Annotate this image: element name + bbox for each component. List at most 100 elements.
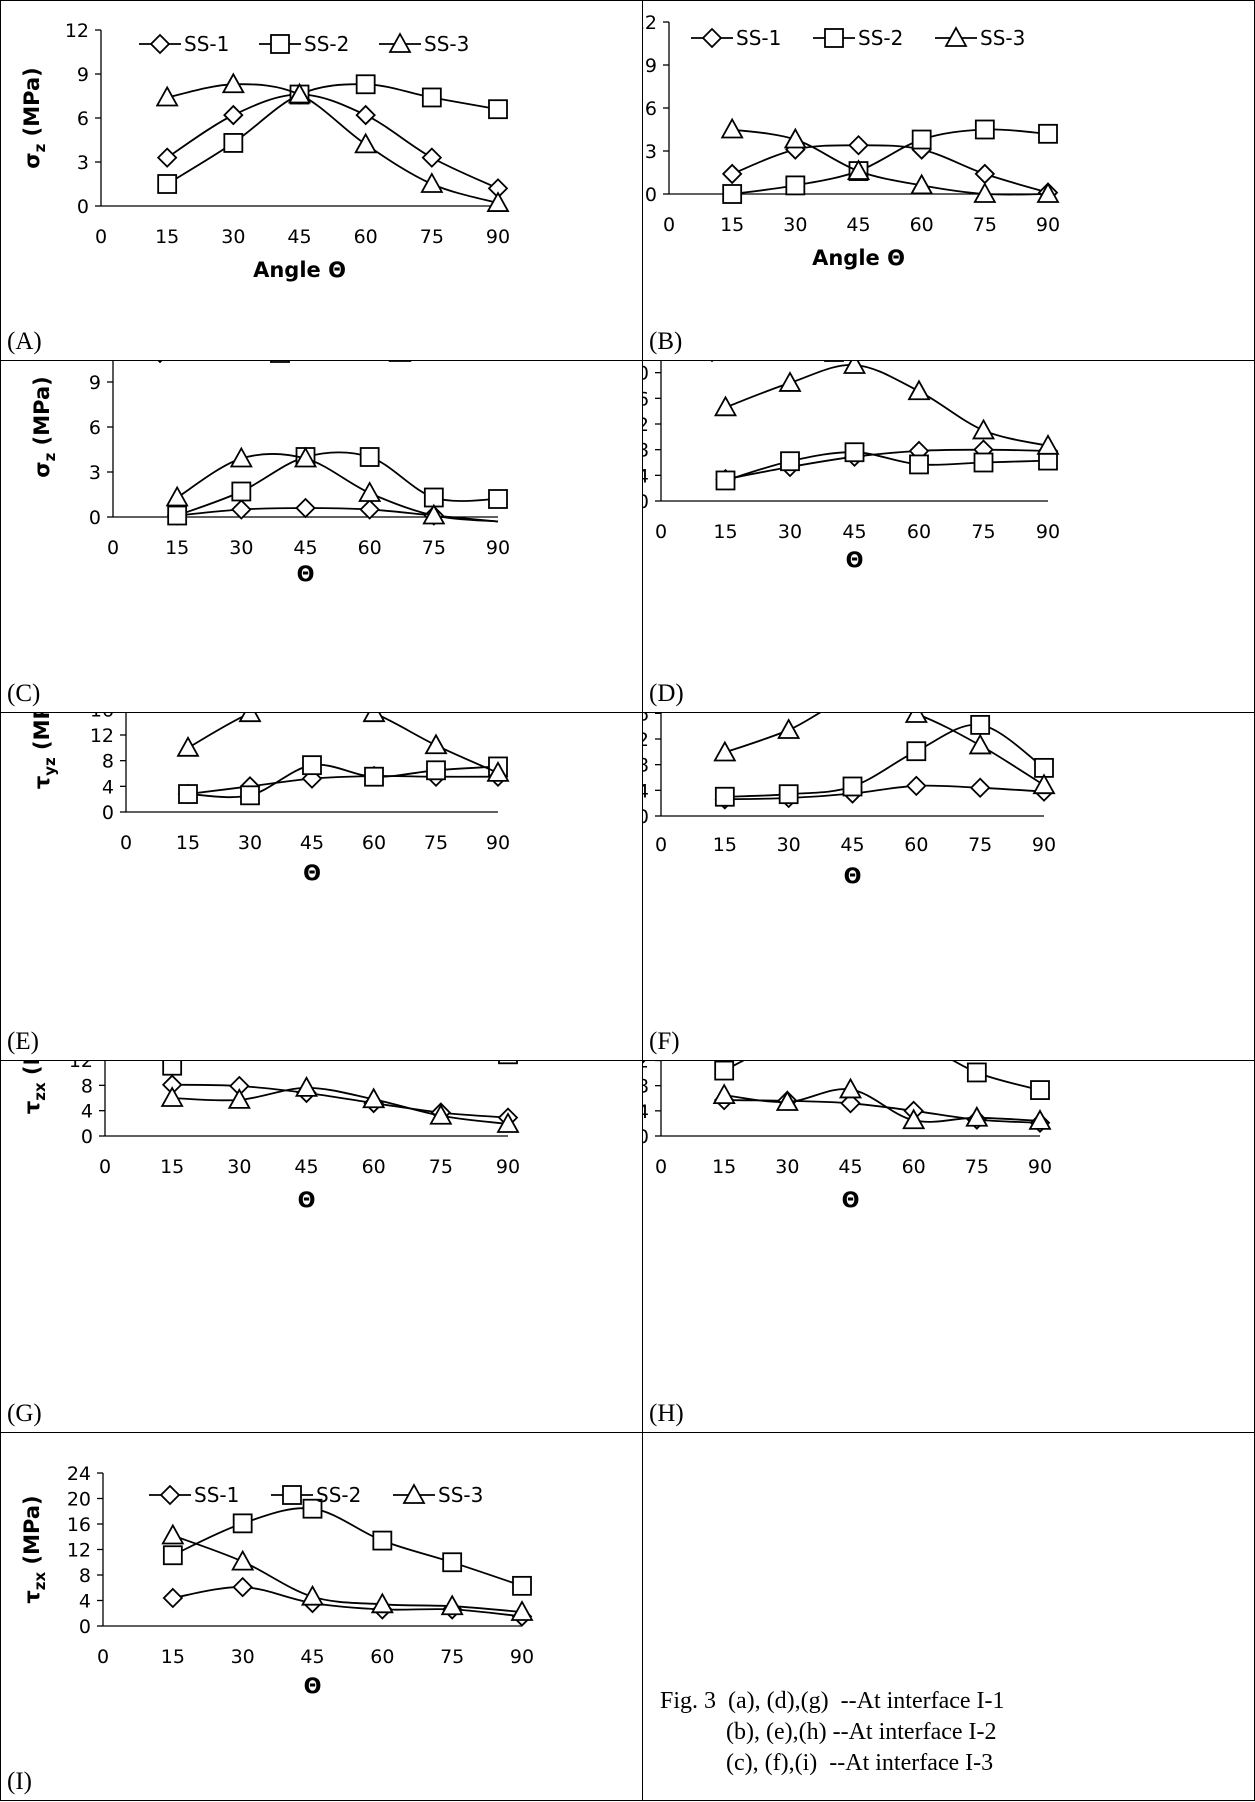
series-ss-2	[714, 714, 1054, 807]
y-tick-label: 3	[89, 462, 101, 484]
x-tick-label: 45	[842, 521, 866, 543]
legend-label: SS-1	[736, 361, 781, 364]
series-line	[724, 784, 1045, 801]
y-tick-label: 8	[102, 751, 114, 773]
x-axis-title: Θ	[844, 864, 862, 888]
x-tick-label: 15	[161, 1646, 185, 1668]
legend-item-ss-1: SS-1	[149, 1483, 239, 1507]
square-marker	[842, 776, 863, 797]
legend-label: SS-3	[980, 26, 1025, 50]
y-tick-label: 4	[643, 780, 649, 802]
square-marker	[722, 184, 743, 204]
x-tick-label: 75	[965, 1156, 989, 1178]
legend-square-marker	[282, 1485, 302, 1505]
square-marker	[240, 785, 260, 806]
triangle-marker	[783, 127, 807, 149]
square-marker	[372, 1530, 393, 1551]
x-tick-label: 30	[783, 214, 807, 236]
series-ss-3	[720, 117, 1060, 203]
square-marker	[442, 1552, 463, 1573]
legend-square-marker	[824, 28, 844, 48]
series-line	[732, 128, 1049, 195]
x-tick-label: 60	[904, 834, 928, 856]
legend-item-ss-2: SS-2	[271, 1483, 361, 1507]
series-ss-2	[714, 1061, 1050, 1100]
legend-item-ss-3: SS-3	[388, 361, 469, 365]
caption-line: (b), (e),(h) --At interface I-2	[660, 1719, 997, 1745]
diamond-marker	[232, 1576, 253, 1598]
panel-label: (C)	[7, 680, 41, 707]
legend-diamond-marker	[149, 33, 171, 55]
y-tick-label: 4	[81, 1101, 93, 1123]
square-marker	[966, 1062, 987, 1083]
x-tick-label: 60	[902, 1156, 926, 1178]
y-tick-label: 3	[645, 141, 657, 163]
series-line	[177, 507, 499, 523]
caption-line: Fig. 3 (a), (d),(g) --At interface I-1	[660, 1688, 1005, 1714]
x-tick-label: 60	[362, 1156, 386, 1178]
x-tick-label: 90	[486, 537, 510, 559]
legend-label: SS-2	[304, 32, 349, 56]
x-tick-label: 0	[107, 537, 119, 559]
x-axis-title: Angle Θ	[253, 258, 346, 282]
panel-label: (D)	[649, 680, 684, 707]
y-tick-label: 6	[77, 108, 89, 130]
series-line	[187, 713, 499, 774]
x-tick-label: 90	[486, 832, 510, 854]
x-tick-label: 60	[358, 537, 382, 559]
legend-item-ss-1: SS-1	[710, 361, 781, 364]
y-axis-title: τzx (MPa)	[20, 1495, 49, 1603]
triangle-marker	[971, 418, 996, 440]
triangle-marker	[420, 172, 444, 193]
panel-label: (B)	[649, 328, 683, 355]
series-line	[724, 713, 1045, 786]
triangle-marker	[1036, 182, 1060, 203]
panel-label: (I)	[7, 1768, 32, 1795]
panel-label: (A)	[7, 328, 42, 355]
triangle-marker	[165, 485, 189, 507]
series-ss-2	[167, 447, 508, 526]
y-tick-label: 16	[643, 388, 649, 410]
triangle-marker	[160, 1086, 184, 1107]
x-tick-label: 15	[713, 834, 737, 856]
triangle-marker	[238, 713, 262, 723]
x-tick-label: 15	[176, 832, 200, 854]
legend-square-marker	[270, 361, 290, 363]
y-axis-title: τyz (MPa)	[30, 713, 59, 789]
square-marker	[488, 99, 508, 120]
x-tick-label: 0	[120, 832, 132, 854]
square-marker	[421, 87, 442, 108]
y-tick-label: 0	[643, 806, 649, 828]
legend-diamond-marker	[157, 361, 163, 364]
square-marker	[302, 755, 322, 776]
square-marker	[1030, 1080, 1050, 1100]
triangle-marker	[287, 82, 312, 104]
diamond-marker	[231, 499, 252, 520]
legend-square-marker	[270, 34, 290, 54]
x-axis-title: Θ	[846, 548, 864, 572]
series-line	[167, 83, 499, 204]
triangle-marker	[161, 1523, 185, 1545]
triangle-marker	[440, 1594, 464, 1616]
panel-a: 0 3 6 9 12 0 15 30 45 60 75 90 Angle Θ σz (MPa) SS-1 SS…	[0, 0, 643, 361]
x-tick-label: 15	[165, 537, 189, 559]
x-tick-label: 0	[99, 1156, 111, 1178]
triangle-marker	[294, 1076, 319, 1097]
series-ss-2	[157, 74, 508, 194]
legend-item-ss-1: SS-1	[139, 32, 229, 56]
series-ss-1	[721, 134, 1059, 203]
legend-item-ss-1: SS-1	[157, 361, 229, 365]
x-tick-label: 0	[97, 1646, 109, 1668]
diamond-marker	[721, 163, 743, 185]
diamond-marker	[295, 497, 316, 519]
x-tick-label: 15	[713, 521, 737, 543]
square-marker	[714, 786, 735, 807]
x-tick-label: 15	[720, 214, 744, 236]
legend-label: SS-1	[194, 1483, 239, 1507]
